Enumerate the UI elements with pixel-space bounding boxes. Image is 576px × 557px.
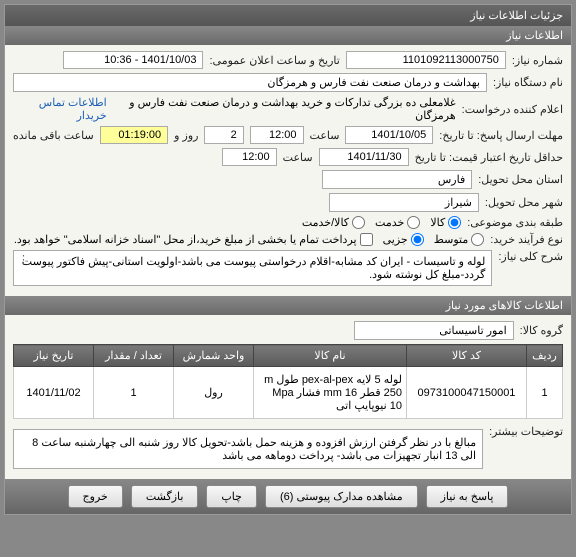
radio-partial-input[interactable] — [411, 233, 424, 246]
th-date: تاریخ نیاز — [14, 345, 94, 367]
city-field: شیراز — [329, 193, 479, 212]
subject-class-radios: کالا خدمت کالا/خدمت — [302, 216, 461, 229]
radio-goods-input[interactable] — [448, 216, 461, 229]
need-no-label: شماره نیاز: — [512, 54, 563, 67]
th-name: نام کالا — [254, 345, 407, 367]
cell-date: 1401/11/02 — [14, 367, 94, 419]
details-panel: جزئیات اطلاعات نیاز اطلاعات نیاز شماره ن… — [4, 4, 572, 515]
reply-remain-field: 01:19:00 — [100, 126, 168, 144]
need-desc-label: شرح کلی نیاز: — [498, 250, 563, 263]
panel-title: جزئیات اطلاعات نیاز — [5, 5, 571, 26]
needs-section-header: اطلاعات نیاز — [5, 26, 571, 45]
chk-partial-pay-input[interactable] — [360, 233, 373, 246]
cell-row: 1 — [527, 367, 563, 419]
cell-qty: 1 — [94, 367, 174, 419]
goods-section-header: اطلاعات کالاهای مورد نیاز — [5, 296, 571, 315]
radio-service-input[interactable] — [407, 216, 420, 229]
hour-label-1: ساعت — [310, 129, 340, 142]
valid-date-field: 1401/11/30 — [319, 148, 409, 166]
th-qty: تعداد / مقدار — [94, 345, 174, 367]
need-desc-field[interactable]: لوله و تاسیسات - ایران کد مشابه-اقلام در… — [13, 250, 492, 286]
subject-class-label: طبقه بندی موضوعی: — [467, 216, 563, 229]
buy-type-label: نوع فرآیند خرید: — [490, 233, 563, 246]
requester-label: اعلام کننده درخواست: — [462, 103, 563, 116]
buy-type-radios: متوسط جزیی پرداخت تمام یا بخشی از مبلغ خ… — [14, 233, 484, 246]
reply-days-field: 2 — [204, 126, 243, 144]
device-name-label: نام دستگاه نیاز: — [493, 76, 563, 89]
radio-goods[interactable]: کالا — [430, 216, 461, 229]
exit-button[interactable]: خروج — [68, 485, 123, 508]
cell-code: 0973100047150001 — [407, 367, 527, 419]
requester-value: غلامعلی ده بزرگی تدارکات و خرید بهداشت و… — [113, 96, 456, 122]
chk-partial-pay[interactable]: پرداخت تمام یا بخشی از مبلغ خرید،از محل … — [14, 233, 373, 246]
more-desc-label: توضیحات بیشتر: — [489, 425, 563, 438]
more-desc-field: مبالغ با در نظر گرفتن ارزش افزوده و هزین… — [13, 429, 483, 469]
province-field: فارس — [322, 170, 472, 189]
radio-low[interactable]: متوسط — [434, 233, 485, 246]
table-header-row: ردیف کد کالا نام کالا واحد شمارش تعداد /… — [14, 345, 563, 367]
th-code: کد کالا — [407, 345, 527, 367]
radio-gs-input[interactable] — [352, 216, 365, 229]
valid-hour-field: 12:00 — [222, 148, 277, 166]
reply-button[interactable]: پاسخ به نیاز — [426, 485, 509, 508]
goods-group-field: امور تاسیساتی — [354, 321, 514, 340]
print-button[interactable]: چاپ — [206, 485, 257, 508]
announce-dt-field: 1401/10/03 - 10:36 — [63, 51, 203, 69]
min-valid-label: حداقل تاریخ اعتبار قیمت: تا تاریخ — [415, 151, 563, 164]
th-row: ردیف — [527, 345, 563, 367]
form-content: شماره نیاز: 1101092113000750 تاریخ و ساع… — [5, 45, 571, 296]
province-label: استان محل تحویل: — [478, 173, 563, 186]
radio-partial[interactable]: جزیی — [383, 233, 424, 246]
remain-label: ساعت باقی مانده — [13, 129, 94, 142]
th-unit: واحد شمارش — [174, 345, 254, 367]
cell-name: لوله 5 لایه pex-al-pex طول m 250 قطر mm … — [254, 367, 407, 419]
need-no-field: 1101092113000750 — [346, 51, 506, 69]
reply-hour-field: 12:00 — [250, 126, 304, 144]
contact-link[interactable]: اطلاعات تماس خریدار — [13, 96, 107, 122]
day-label: روز و — [174, 129, 198, 142]
cell-unit: رول — [174, 367, 254, 419]
device-name-field: بهداشت و درمان صنعت نفت فارس و هرمزگان — [13, 73, 487, 92]
announce-dt-label: تاریخ و ساعت اعلان عمومی: — [209, 54, 339, 67]
back-button[interactable]: بازگشت — [131, 485, 199, 508]
radio-low-input[interactable] — [471, 233, 484, 246]
attachments-button[interactable]: مشاهده مدارک پیوستی (6) — [265, 485, 418, 508]
radio-goods-service[interactable]: کالا/خدمت — [302, 216, 365, 229]
radio-service[interactable]: خدمت — [375, 216, 420, 229]
reply-deadline-label: مهلت ارسال پاسخ: تا تاریخ: — [439, 129, 563, 142]
goods-group-label: گروه کالا: — [520, 324, 563, 337]
goods-table: ردیف کد کالا نام کالا واحد شمارش تعداد /… — [13, 344, 563, 419]
reply-date-field: 1401/10/05 — [345, 126, 433, 144]
city-label: شهر محل تحویل: — [485, 196, 563, 209]
button-bar: پاسخ به نیاز مشاهده مدارک پیوستی (6) چاپ… — [5, 479, 571, 514]
table-row[interactable]: 1 0973100047150001 لوله 5 لایه pex-al-pe… — [14, 367, 563, 419]
goods-content: گروه کالا: امور تاسیساتی ردیف کد کالا نا… — [5, 315, 571, 479]
hour-label-2: ساعت — [283, 151, 313, 164]
